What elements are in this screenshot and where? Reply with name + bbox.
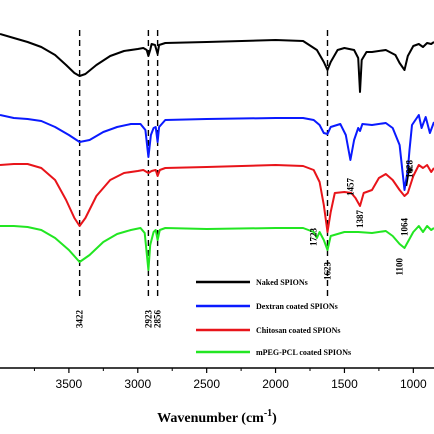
peak-label-1723: 1723 [309, 228, 319, 247]
x-axis-label: Wavenumber (cm-1) [157, 408, 277, 426]
legend: Naked SPIONs Dextran coated SPIONs Chitosa… [196, 278, 351, 357]
x-tick-label-3000: 3000 [124, 377, 151, 391]
x-axis-label-main: Wavenumber (cm [157, 411, 264, 426]
x-axis-label-sup: -1 [264, 408, 272, 419]
legend-label-3: Chitosan coated SPIONs [256, 326, 340, 335]
peak-label-1064: 1064 [400, 218, 410, 237]
x-axis-ticks: 3500 3000 2500 2000 1500 1000 [33, 368, 427, 391]
x-tick-label-1000: 1000 [400, 377, 427, 391]
peak-label-2856: 2856 [153, 310, 163, 329]
x-tick-label-2000: 2000 [262, 377, 289, 391]
spectra-series [0, 33, 434, 271]
peak-label-3422: 3422 [75, 310, 85, 329]
series-line-2 [0, 114, 434, 191]
x-tick-label-2500: 2500 [193, 377, 220, 391]
peak-label-1387: 1387 [355, 210, 365, 229]
peak-label-1623: 1623 [322, 262, 332, 281]
x-tick-label-1500: 1500 [331, 377, 358, 391]
peak-annotations: 3422292328561623172314571387110010641028 [75, 160, 415, 329]
arrow-1028-head [407, 166, 414, 173]
legend-label-1: Naked SPIONs [256, 278, 308, 287]
legend-label-2: Dextran coated SPIONs [256, 302, 338, 311]
peak-label-2923: 2923 [143, 310, 153, 329]
series-line-4 [0, 225, 434, 271]
legend-label-4: mPEG-PCL coated SPIONs [256, 348, 351, 357]
peak-label-1457: 1457 [345, 178, 355, 197]
series-line-3 [0, 163, 434, 233]
x-axis-label-close: ) [272, 411, 277, 426]
peak-label-1100: 1100 [395, 258, 405, 276]
reference-lines [78, 30, 329, 298]
series-line-1 [0, 33, 434, 93]
x-tick-label-3500: 3500 [56, 377, 83, 391]
